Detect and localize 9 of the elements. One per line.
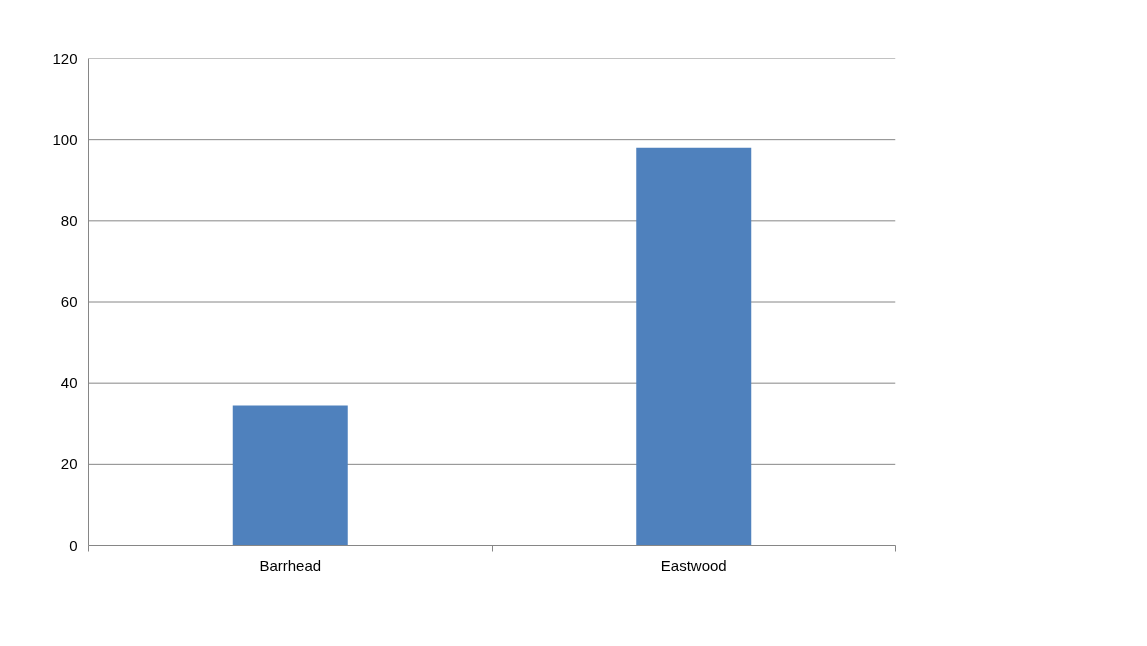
y-tick-label: 20 — [60, 455, 78, 473]
y-tick-label: 100 — [52, 130, 78, 148]
x-tick-label: Barrhead — [259, 556, 322, 574]
y-tick-label: 120 — [52, 49, 78, 67]
y-tick-label: 80 — [60, 211, 78, 229]
y-tick-label: 0 — [69, 536, 78, 554]
y-tick-label: 40 — [60, 374, 78, 392]
y-tick-label: 60 — [60, 293, 78, 310]
x-tick-label: Eastwood — [660, 556, 727, 574]
